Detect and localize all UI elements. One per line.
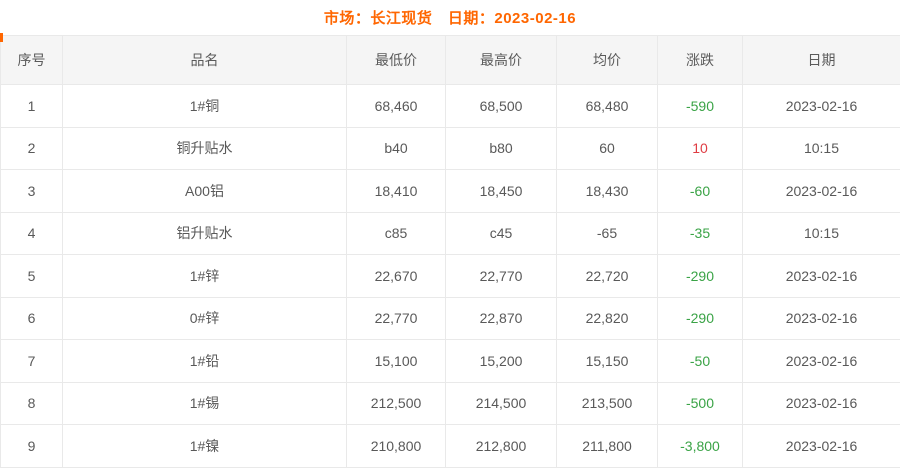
cell-date: 10:15	[742, 126, 900, 170]
cell-no: 6	[0, 296, 63, 340]
cell-no: 3	[0, 169, 63, 213]
header-change: 涨跌	[657, 35, 743, 85]
cell-high: 18,450	[445, 169, 557, 213]
cell-name: 铝升贴水	[62, 211, 347, 255]
title-bar: 市场：长江现货 日期：2023-02-16	[0, 0, 900, 35]
cell-high: 22,770	[445, 254, 557, 298]
cell-avg: 68,480	[556, 84, 658, 128]
table-header-row: 序号 品名 最低价 最高价 均价 涨跌 日期	[0, 35, 900, 85]
table-row: 1 1#铜 68,460 68,500 68,480 -590 2023-02-16	[0, 84, 900, 128]
table-row: 2 铜升贴水 b40 b80 60 10 10:15	[0, 126, 900, 170]
table-row: 6 0#锌 22,770 22,870 22,820 -290 2023-02-16	[0, 296, 900, 340]
cell-no: 1	[0, 84, 63, 128]
cell-high: 214,500	[445, 381, 557, 425]
cell-high: 15,200	[445, 339, 557, 383]
cell-no: 9	[0, 424, 63, 468]
cell-change: -500	[657, 381, 743, 425]
cell-change: -35	[657, 211, 743, 255]
cell-high: 22,870	[445, 296, 557, 340]
page-title: 市场：长江现货 日期：2023-02-16	[323, 10, 577, 27]
cell-low: 212,500	[346, 381, 446, 425]
cell-date: 2023-02-16	[742, 381, 900, 425]
cell-avg: 60	[556, 126, 658, 170]
cell-no: 7	[0, 339, 63, 383]
cell-no: 2	[0, 126, 63, 170]
cell-high: c45	[445, 211, 557, 255]
cell-high: 212,800	[445, 424, 557, 468]
cell-name: A00铝	[62, 169, 347, 213]
cell-no: 4	[0, 211, 63, 255]
cell-date: 2023-02-16	[742, 254, 900, 298]
cell-date: 2023-02-16	[742, 424, 900, 468]
cell-avg: 213,500	[556, 381, 658, 425]
table-body: 1 1#铜 68,460 68,500 68,480 -590 2023-02-16 2 铜升贴…	[0, 84, 900, 468]
cell-low: 15,100	[346, 339, 446, 383]
table-row: 7 1#铅 15,100 15,200 15,150 -50 2023-02-16	[0, 339, 900, 383]
cell-date: 10:15	[742, 211, 900, 255]
cell-high: b80	[445, 126, 557, 170]
cell-date: 2023-02-16	[742, 296, 900, 340]
cell-no: 8	[0, 381, 63, 425]
table-row: 3 A00铝 18,410 18,450 18,430 -60 2023-02-16	[0, 169, 900, 213]
cell-change: -290	[657, 296, 743, 340]
cell-avg: 211,800	[556, 424, 658, 468]
cell-low: c85	[346, 211, 446, 255]
table-row: 5 1#锌 22,670 22,770 22,720 -290 2023-02-16	[0, 254, 900, 298]
header-product-name: 品名	[62, 35, 347, 85]
cell-change: -590	[657, 84, 743, 128]
cell-low: 210,800	[346, 424, 446, 468]
table-row: 8 1#锡 212,500 214,500 213,500 -500 2023-02-16	[0, 381, 900, 425]
cell-date: 2023-02-16	[742, 169, 900, 213]
spot-price-table: 序号 品名 最低价 最高价 均价 涨跌 日期 1 1#铜 68,460 68,500 6…	[0, 35, 900, 468]
header-average-price: 均价	[556, 35, 658, 85]
cell-change: -290	[657, 254, 743, 298]
cell-avg: -65	[556, 211, 658, 255]
cell-low: 68,460	[346, 84, 446, 128]
cell-name: 1#锌	[62, 254, 347, 298]
cell-name: 1#铜	[62, 84, 347, 128]
cell-name: 1#铅	[62, 339, 347, 383]
cell-change: -3,800	[657, 424, 743, 468]
cell-no: 5	[0, 254, 63, 298]
cell-change: -60	[657, 169, 743, 213]
header-serial-number: 序号	[0, 35, 63, 85]
cell-name: 铜升贴水	[62, 126, 347, 170]
cell-name: 0#锌	[62, 296, 347, 340]
cell-change: 10	[657, 126, 743, 170]
cell-name: 1#镍	[62, 424, 347, 468]
header-lowest-price: 最低价	[346, 35, 446, 85]
cell-low: 18,410	[346, 169, 446, 213]
cell-high: 68,500	[445, 84, 557, 128]
cell-avg: 22,820	[556, 296, 658, 340]
cell-name: 1#锡	[62, 381, 347, 425]
cell-avg: 15,150	[556, 339, 658, 383]
cell-date: 2023-02-16	[742, 339, 900, 383]
cell-change: -50	[657, 339, 743, 383]
cell-low: 22,670	[346, 254, 446, 298]
cell-avg: 18,430	[556, 169, 658, 213]
cell-low: 22,770	[346, 296, 446, 340]
header-highest-price: 最高价	[445, 35, 557, 85]
table-row: 4 铝升贴水 c85 c45 -65 -35 10:15	[0, 211, 900, 255]
table-row: 9 1#镍 210,800 212,800 211,800 -3,800 2023-02-1…	[0, 424, 900, 468]
cell-low: b40	[346, 126, 446, 170]
accent-marker	[0, 33, 3, 42]
cell-date: 2023-02-16	[742, 84, 900, 128]
cell-avg: 22,720	[556, 254, 658, 298]
header-date: 日期	[742, 35, 900, 85]
